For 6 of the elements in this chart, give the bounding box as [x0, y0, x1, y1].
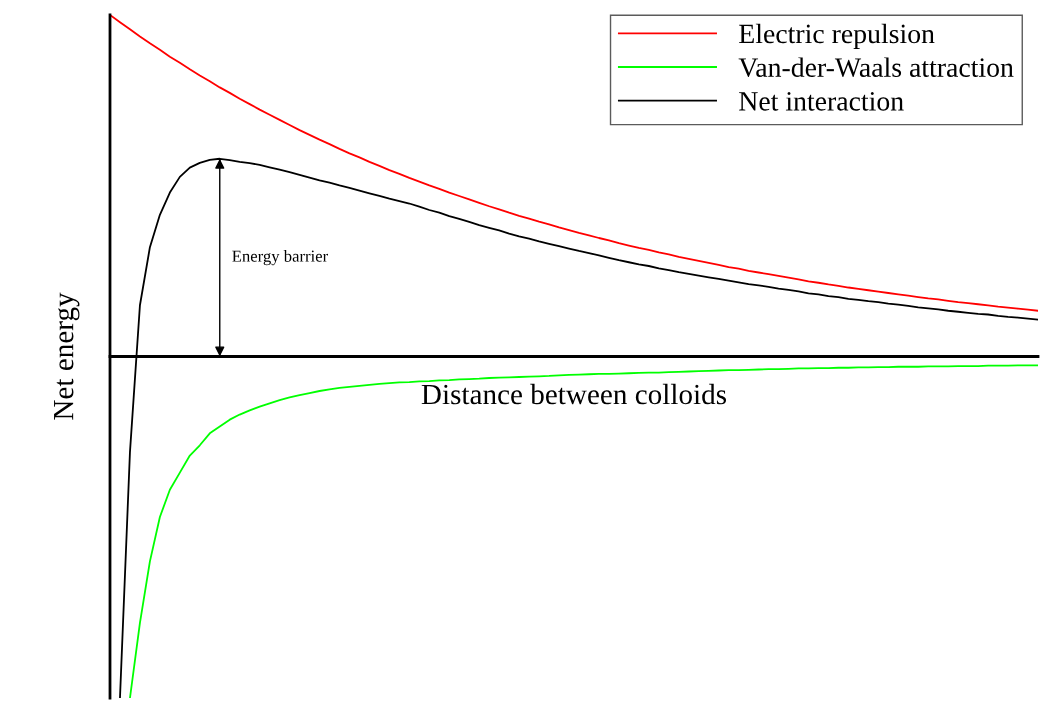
legend-label: Electric repulsion — [739, 23, 935, 49]
annotation: Energy barrier — [232, 250, 328, 266]
x-axis-title: Distance between colloids — [421, 383, 727, 405]
legend-label: Van-der-Waals attraction — [738, 57, 1014, 78]
y-axis-title: Net energy — [54, 292, 80, 420]
legend-label: Net interaction — [739, 92, 904, 111]
